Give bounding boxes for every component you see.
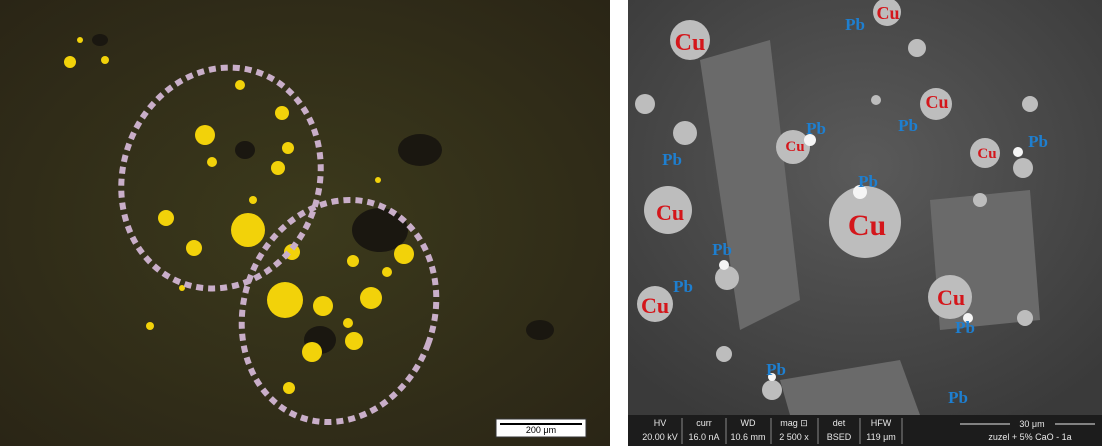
label: Cu [656,200,684,225]
info-sample: zuzel + 5% CaO - 1a [988,432,1071,442]
info-scale-bar: 30 μm [1019,419,1044,429]
label: Pb [766,360,786,379]
label: Cu [876,3,899,23]
label: Pb [955,318,975,337]
label: Cu [848,209,886,242]
label: Pb [858,172,878,191]
label: Cu [925,92,948,112]
info-head: mag ⊡ [780,418,808,428]
info-head: WD [741,418,756,428]
info-value: 10.6 mm [730,432,765,442]
label: Pb [712,240,732,259]
label: Pb [1028,132,1048,151]
info-head: HV [654,418,667,428]
info-head: det [833,418,846,428]
info-head: HFW [871,418,892,428]
label: Cu [675,30,706,56]
info-value: BSED [827,432,852,442]
info-value: 119 μm [866,432,896,442]
label: Pb [673,277,693,296]
label: Pb [845,15,865,34]
label: Pb [948,388,968,407]
info-value: 2 500 x [779,432,809,442]
label: Cu [641,293,669,318]
sem-image: Cu Cu Pb Cu Pb Pb Cu Cu Pb Pb Pb Cu Cu P… [628,0,1102,446]
label: Pb [662,150,682,169]
label: Cu [785,139,804,155]
scale-bar-label: 200 μm [526,425,556,435]
info-value: 20.00 kV [642,432,678,442]
label: Pb [898,116,918,135]
label: Cu [977,146,996,162]
label: Cu [937,285,965,310]
label: Pb [806,119,826,138]
info-value: 16.0 nA [688,432,719,442]
info-head: curr [696,418,712,428]
optical-micrograph: 200 μm [0,0,610,446]
